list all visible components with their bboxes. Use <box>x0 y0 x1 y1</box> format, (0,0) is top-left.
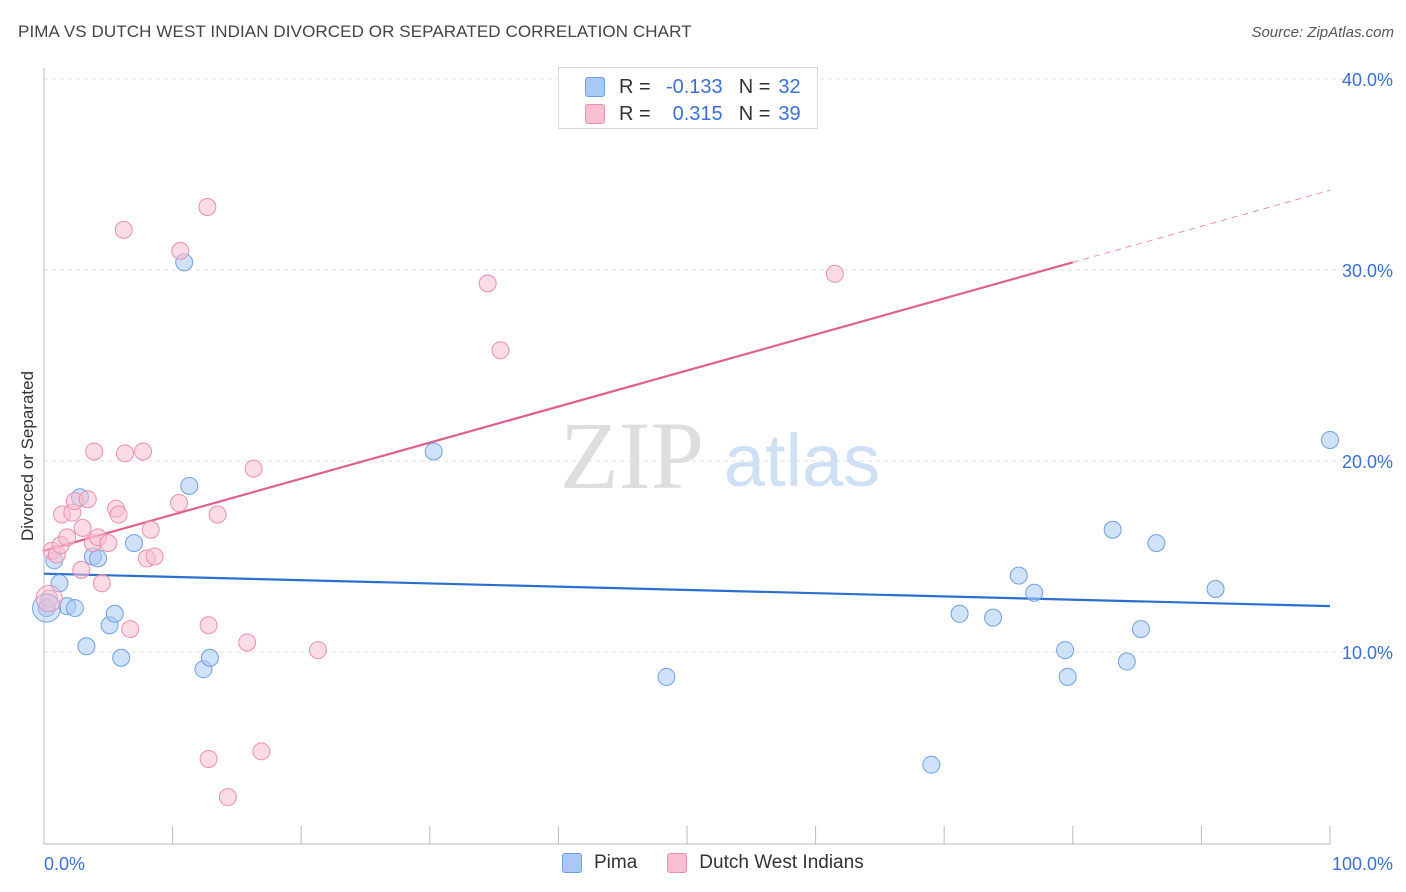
data-point <box>65 599 84 618</box>
data-point <box>145 547 164 566</box>
data-point <box>950 604 969 623</box>
watermark-zip: ZIP <box>560 402 704 509</box>
dutch-west-indians-swatch <box>585 104 605 124</box>
data-point <box>208 505 227 524</box>
data-point <box>73 518 92 537</box>
data-point <box>58 528 77 547</box>
data-point <box>424 442 443 461</box>
data-point <box>1103 520 1122 539</box>
data-point <box>180 476 199 495</box>
data-point <box>121 620 140 639</box>
n-value: 32 <box>778 75 801 98</box>
data-point <box>1321 430 1339 449</box>
legend-item-dutch-west-indians[interactable]: Dutch West Indians <box>667 852 864 874</box>
data-point <box>92 574 111 593</box>
watermark-atlas: atlas <box>724 419 880 502</box>
legend-row-pima: R = -0.133 N = 32 <box>585 74 801 100</box>
data-point <box>85 442 104 461</box>
r-label: R = <box>619 75 651 98</box>
x-tick-label: 100.0% <box>1332 854 1393 874</box>
data-point <box>1117 652 1136 671</box>
data-point <box>125 534 144 553</box>
data-point <box>1206 579 1225 598</box>
data-point <box>199 749 218 768</box>
chart-title: PIMA VS DUTCH WEST INDIAN DIVORCED OR SE… <box>18 22 692 41</box>
stats-legend: R = -0.133 N = 32 R = 0.315 N = 39 <box>558 67 818 129</box>
n-label: N = <box>738 102 771 125</box>
data-point <box>171 241 190 260</box>
n-label: N = <box>738 75 771 98</box>
data-point <box>72 560 91 579</box>
r-value: 0.315 <box>672 102 723 125</box>
grid-lines <box>44 78 1390 653</box>
watermark: ZIP atlas <box>560 402 880 509</box>
trend-line <box>43 261 1074 552</box>
data-point <box>1058 667 1077 686</box>
data-points <box>32 197 1339 807</box>
data-point <box>825 264 844 283</box>
data-point <box>141 520 160 539</box>
y-axis-label: Divorced or Separated <box>18 371 37 541</box>
data-point <box>35 585 63 613</box>
data-point <box>112 648 131 667</box>
r-label: R = <box>619 102 651 125</box>
trend-lines <box>43 189 1331 608</box>
data-point <box>1131 620 1150 639</box>
data-point <box>238 633 257 652</box>
y-tick-label: 20.0% <box>1342 452 1393 472</box>
data-point <box>478 274 497 293</box>
legend-label-pima: Pima <box>594 852 638 873</box>
tick-labels: 10.0% 20.0% 30.0% 40.0% 0.0% 100.0% <box>44 70 1393 874</box>
data-point <box>77 637 96 656</box>
legend-label-dutch-west-indians: Dutch West Indians <box>699 852 864 873</box>
legend-row-dutch-west-indians: R = 0.315 N = 39 <box>585 101 801 127</box>
data-point <box>1147 534 1166 553</box>
data-point <box>1056 641 1075 660</box>
data-point <box>252 742 271 761</box>
data-point <box>32 593 62 623</box>
data-point <box>218 788 237 807</box>
data-point <box>99 534 118 553</box>
r-value: -0.133 <box>665 75 723 98</box>
data-point <box>308 641 327 660</box>
dutch-west-indians-swatch <box>667 853 688 873</box>
data-point <box>78 490 97 509</box>
data-point <box>198 197 217 216</box>
data-point <box>109 505 128 524</box>
data-point <box>984 608 1003 627</box>
series-legend: Pima Dutch West Indians <box>562 852 894 874</box>
data-point <box>134 442 153 461</box>
source-label: Source: ZipAtlas.com <box>1251 24 1394 41</box>
pima-swatch <box>562 853 582 873</box>
data-point <box>116 444 135 463</box>
trend-line-extension <box>1072 189 1331 263</box>
trend-line <box>43 572 1331 608</box>
data-point <box>1009 566 1028 585</box>
data-point <box>89 549 108 568</box>
data-point <box>170 494 189 513</box>
y-tick-label: 30.0% <box>1342 261 1393 281</box>
y-tick-label: 40.0% <box>1342 70 1393 90</box>
data-point <box>200 648 219 667</box>
data-point <box>922 755 941 774</box>
data-point <box>1025 583 1044 602</box>
x-tick-label: 0.0% <box>44 854 85 874</box>
data-point <box>244 459 263 478</box>
pima-swatch <box>585 77 605 97</box>
n-value: 39 <box>778 102 801 125</box>
data-point <box>657 667 676 686</box>
data-point <box>491 341 510 360</box>
legend-item-pima[interactable]: Pima <box>562 852 637 874</box>
data-point <box>114 220 133 239</box>
axes <box>43 68 1331 845</box>
data-point <box>199 616 218 635</box>
y-tick-label: 10.0% <box>1342 643 1393 663</box>
data-point <box>105 604 124 623</box>
